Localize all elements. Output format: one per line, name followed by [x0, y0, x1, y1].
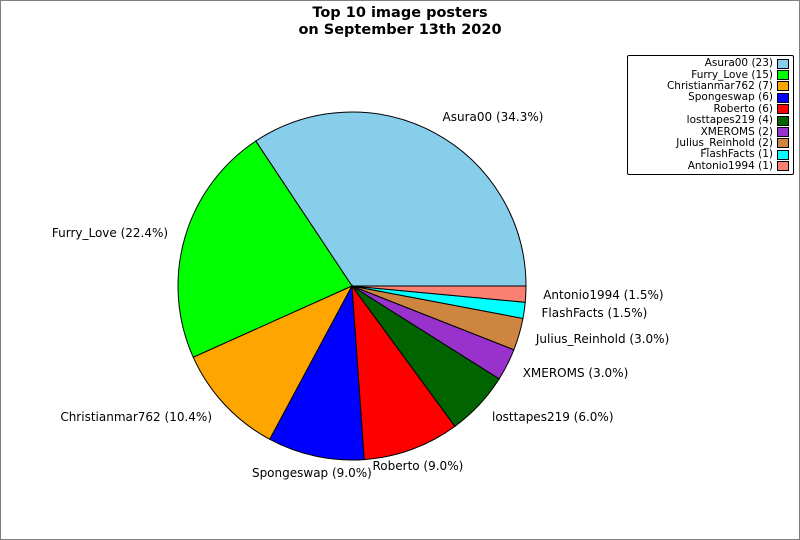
legend-item-Christianmar762: Christianmar762 (7): [632, 79, 789, 92]
legend-item-label: Julius_Reinhold (2): [676, 136, 773, 149]
slice-label-Asura00: Asura00 (34.3%): [442, 110, 544, 125]
pie-slice-Christianmar762: [192, 284, 354, 441]
legend-item-label: Furry_Love (15): [691, 68, 773, 81]
slice-label-Antonio1994: Antonio1994 (1.5%): [543, 288, 664, 302]
chart-title-line1: Top 10 image posters: [312, 5, 488, 21]
legend-item-label: XMEROMS (2): [700, 125, 773, 138]
legend-item-label: losttapes219 (4): [686, 114, 773, 127]
slice-label-Roberto: Roberto (9.0%): [372, 458, 464, 473]
legend-item-Julius_Reinhold: Julius_Reinhold (2): [632, 136, 789, 149]
legend-swatch: [777, 104, 789, 115]
legend-item-label: Asura00 (23): [704, 57, 773, 70]
legend-item-label: Christianmar762 (7): [666, 79, 773, 92]
legend-swatch: [777, 138, 789, 149]
legend-item-Antonio1994: Antonio1994 (1): [632, 159, 789, 172]
legend-item-Furry_Love: Furry_Love (15): [632, 68, 789, 81]
legend-swatch: [777, 127, 789, 138]
slice-label-Christianmar762: Christianmar762 (10.4%): [60, 409, 212, 424]
legend-swatch: [777, 70, 789, 81]
legend-swatch: [777, 149, 789, 160]
legend-item-label: FlashFacts (1): [700, 148, 773, 161]
chart-title: Top 10 image posters on September 13th 2…: [1, 5, 799, 38]
slice-label-FlashFacts: FlashFacts (1.5%): [541, 305, 648, 320]
legend-item-label: Spongeswap (6): [688, 91, 773, 104]
slice-label-Spongeswap: Spongeswap (9.0%): [251, 466, 372, 481]
slice-label-losttapes219: losttapes219 (6.0%): [492, 409, 614, 424]
legend: Asura00 (23) Furry_Love (15) Christianmar7…: [627, 55, 794, 175]
legend-swatch: [777, 115, 789, 126]
pie-slice-Furry_Love: [177, 140, 353, 358]
legend-item-label: Antonio1994 (1): [687, 159, 773, 172]
slice-label-XMEROMS: XMEROMS (3.0%): [522, 365, 629, 380]
pie-slice-Antonio1994: [351, 285, 527, 303]
pie-slice-Roberto: [351, 284, 456, 461]
legend-item-XMEROMS: XMEROMS (2): [632, 125, 789, 138]
legend-swatch: [777, 92, 789, 103]
slice-label-Julius_Reinhold: Julius_Reinhold (3.0%): [535, 332, 670, 347]
legend-item-losttapes219: losttapes219 (4): [632, 115, 789, 126]
pie-slice-Spongeswap: [269, 284, 365, 461]
legend-item-Asura00: Asura00 (23): [632, 58, 789, 69]
chart-title-line2: on September 13th 2020: [298, 21, 502, 38]
legend-swatch: [777, 58, 789, 69]
legend-swatch: [777, 161, 789, 172]
slice-label-Furry_Love: Furry_Love (22.4%): [51, 225, 169, 240]
legend-swatch: [777, 81, 789, 92]
legend-item-label: Roberto (6): [713, 102, 773, 115]
legend-item-FlashFacts: FlashFacts (1): [632, 149, 789, 160]
legend-item-Roberto: Roberto (6): [632, 102, 789, 115]
legend-item-Spongeswap: Spongeswap (6): [632, 92, 789, 103]
